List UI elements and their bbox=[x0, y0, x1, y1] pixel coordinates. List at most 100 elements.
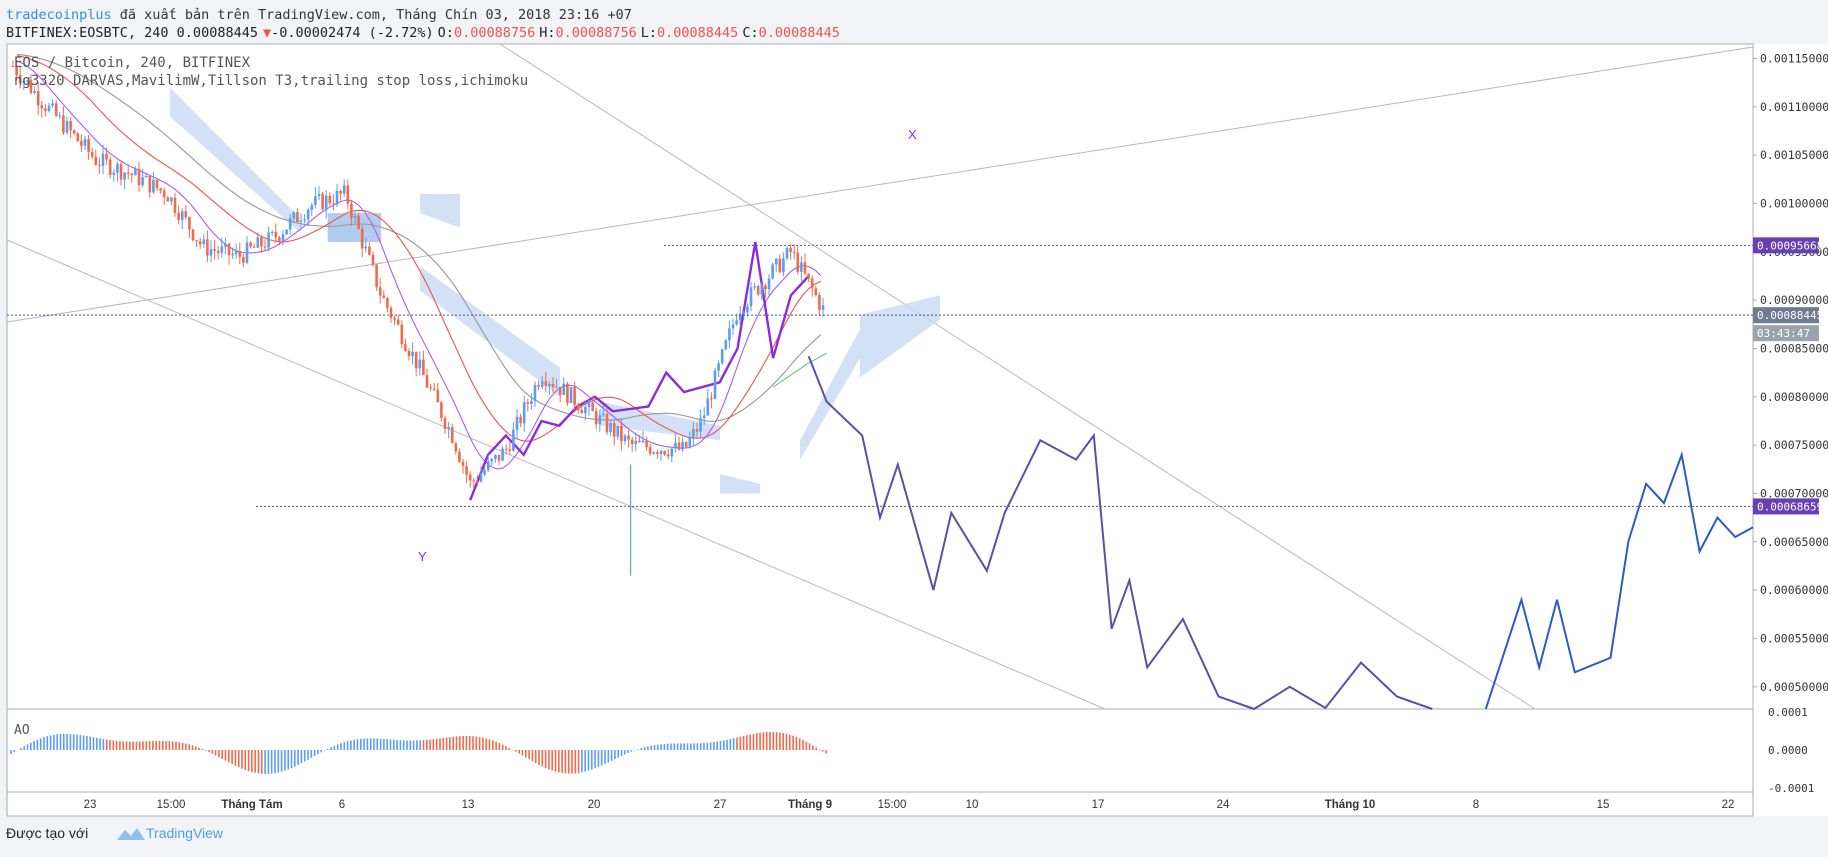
footer-brand[interactable]: TradingView bbox=[146, 825, 224, 841]
price-tick-label: 0.00105000 bbox=[1760, 148, 1828, 162]
candle-body bbox=[526, 402, 530, 405]
candle-body bbox=[324, 195, 328, 210]
candle-body bbox=[731, 324, 735, 329]
price-label-box bbox=[1753, 498, 1819, 515]
candle-body bbox=[522, 402, 526, 424]
annotation-x[interactable]: X bbox=[908, 127, 917, 142]
candle-body bbox=[393, 317, 396, 320]
price-axis[interactable] bbox=[1753, 44, 1828, 816]
candle-body bbox=[58, 115, 62, 117]
cloud-segment bbox=[860, 295, 940, 378]
candle-body bbox=[670, 448, 674, 457]
candle-body bbox=[29, 80, 33, 93]
candle-body bbox=[504, 448, 508, 450]
tradingview-logo-icon bbox=[117, 828, 145, 840]
time-tick-label: 17 bbox=[1092, 799, 1105, 811]
price-tick-label: 0.00110000 bbox=[1760, 100, 1828, 114]
candle-body bbox=[249, 242, 252, 247]
candle-body bbox=[566, 383, 569, 404]
candle-body bbox=[501, 448, 504, 461]
ichimoku-cloud bbox=[170, 87, 940, 494]
candle-body bbox=[209, 249, 213, 256]
candle-body bbox=[756, 286, 760, 295]
time-tick-label: 15:00 bbox=[878, 799, 907, 811]
candle-body bbox=[278, 237, 281, 241]
candle-body bbox=[65, 121, 69, 133]
legend-title[interactable]: EOS / Bitcoin, 240, BITFINEX bbox=[14, 55, 251, 71]
candle-body bbox=[378, 287, 382, 296]
mavilim-line bbox=[16, 60, 822, 470]
candle-body bbox=[548, 383, 551, 386]
candle-body bbox=[803, 262, 807, 274]
candle-body bbox=[461, 461, 465, 466]
cloud-segment bbox=[600, 401, 720, 441]
candle-body bbox=[760, 285, 764, 295]
candle-body bbox=[782, 258, 785, 273]
ao-tick-label: 0.0000 bbox=[1768, 744, 1808, 757]
candle-body bbox=[267, 232, 270, 248]
candle-body bbox=[400, 324, 404, 345]
trendline-falling-lower bbox=[6, 239, 1106, 710]
candle-body bbox=[382, 295, 386, 299]
candle-body bbox=[15, 66, 18, 76]
candle-body bbox=[699, 418, 702, 432]
projection-lines bbox=[807, 355, 1754, 711]
o-value: 0.00088756 bbox=[454, 25, 535, 41]
price-label-box bbox=[1753, 325, 1819, 342]
l-label: L: bbox=[641, 25, 657, 41]
candle-body bbox=[80, 141, 83, 146]
price-label-text: 0.00095668 bbox=[1757, 239, 1823, 252]
candle-body bbox=[159, 188, 162, 191]
candle-body bbox=[371, 254, 375, 265]
candle-body bbox=[465, 465, 468, 475]
candle-body bbox=[396, 319, 400, 325]
candle-body bbox=[288, 218, 292, 230]
price-pane[interactable] bbox=[6, 43, 1754, 710]
cloud-segment bbox=[800, 329, 860, 460]
candle-body bbox=[144, 175, 148, 178]
site-link[interactable]: tradecoinplus bbox=[6, 7, 112, 23]
candle-body bbox=[263, 246, 267, 248]
o-label: O: bbox=[438, 25, 454, 41]
candle-body bbox=[580, 409, 584, 414]
candle-body bbox=[810, 278, 814, 289]
cloud-segment bbox=[720, 474, 760, 494]
candle-body bbox=[663, 450, 666, 455]
candle-body bbox=[746, 306, 749, 313]
symbol-line: BITFINEX:EOSBTC, 240 0.00088445 ▼-0.00002… bbox=[6, 25, 840, 41]
legend-indicators[interactable]: ng3320 DARVAS,MavilimW,Tillson T3,traili… bbox=[14, 73, 528, 89]
candle-body bbox=[533, 384, 537, 401]
ao-tick-label: 0.0001 bbox=[1768, 706, 1808, 719]
candle-body bbox=[108, 159, 112, 175]
candle-body bbox=[530, 400, 533, 405]
candle-body bbox=[818, 295, 821, 310]
ema-red-line bbox=[16, 55, 822, 442]
candle-body bbox=[688, 437, 692, 447]
price-tick-label: 0.00060000 bbox=[1760, 583, 1828, 597]
candle-body bbox=[69, 121, 72, 131]
candle-body bbox=[191, 229, 195, 241]
candle-body bbox=[368, 246, 371, 255]
horizontal-levels bbox=[7, 244, 1753, 507]
candle-body bbox=[328, 195, 332, 204]
candle-body bbox=[447, 427, 450, 429]
ao-label: AO bbox=[14, 723, 30, 738]
candle-body bbox=[404, 344, 407, 351]
price-label-box bbox=[1753, 237, 1819, 254]
candle-body bbox=[216, 250, 220, 253]
price-labels: 0.00095668 0.00088445 03:43:47 0.00068659 bbox=[1753, 237, 1823, 515]
candle-body bbox=[245, 242, 249, 263]
candle-body bbox=[418, 359, 422, 369]
candle-body bbox=[112, 172, 116, 175]
price-tick-label: 0.00050000 bbox=[1760, 680, 1828, 694]
candle-body bbox=[494, 454, 497, 459]
candle-body bbox=[544, 381, 548, 386]
candle-body bbox=[537, 384, 540, 387]
annotation-y[interactable]: Y bbox=[418, 549, 427, 564]
candle-body bbox=[616, 426, 620, 437]
candle-body bbox=[26, 80, 29, 82]
candle-body bbox=[764, 285, 767, 290]
candle-body bbox=[555, 386, 558, 388]
candle-body bbox=[785, 247, 789, 259]
candle-body bbox=[609, 423, 612, 433]
